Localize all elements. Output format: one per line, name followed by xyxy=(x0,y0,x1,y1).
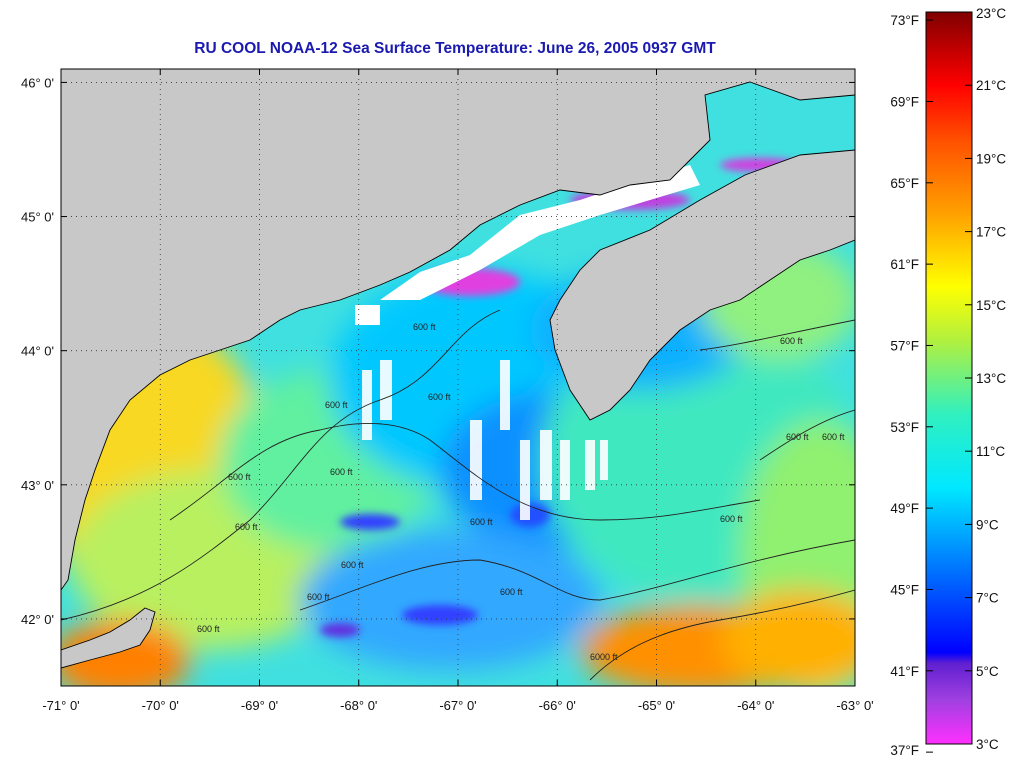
lon-tick-label-6: -65° 0' xyxy=(638,698,675,713)
contour-label-2: 600 ft xyxy=(325,400,348,410)
contour-label-4: 600 ft xyxy=(228,472,251,482)
cbar-f-label-2: 65°F xyxy=(890,176,919,191)
lon-tick-label-8: -63° 0' xyxy=(836,698,873,713)
cbar-c-label-6: 11°C xyxy=(976,444,1005,459)
cbar-c-label-7: 9°C xyxy=(976,517,999,532)
cbar-f-label-8: 41°F xyxy=(890,664,919,679)
colorbar-celsius-labels: 23°C 21°C 19°C 17°C 15°C 13°C 11°C 9°C 7°C 5°C 3°C xyxy=(965,6,1006,752)
lon-ticks: -71° 0' -70° 0' -69° 0' -68° 0' -67° 0' -66° … xyxy=(42,69,874,713)
lat-tick-label-0: 46° 0' xyxy=(21,75,54,90)
contour-labels: 600 ft 600 ft 600 ft 600 ft 600 ft 600 f… xyxy=(197,322,845,662)
lat-tick-label-1: 45° 0' xyxy=(21,210,54,225)
cbar-f-label-1: 69°F xyxy=(890,94,919,109)
contour-label-6: 600 ft xyxy=(330,467,353,477)
colorbar-fahrenheit-labels: 73°F 69°F 65°F 61°F 57°F 53°F 49°F 45°F 41°F 37°F xyxy=(890,13,933,758)
lon-tick-label-3: -68° 0' xyxy=(340,698,377,713)
cbar-c-label-4: 15°C xyxy=(976,298,1006,313)
land-nova-scotia xyxy=(549,149,855,421)
cbar-f-label-9: 37°F xyxy=(890,743,919,758)
bathymetry-contours xyxy=(61,309,855,681)
lon-tick-label-2: -69° 0' xyxy=(241,698,278,713)
lat-tick-label-3: 43° 0' xyxy=(21,478,54,493)
lat-tick-label-4: 42° 0' xyxy=(21,612,54,627)
contour-label-3: 600 ft xyxy=(428,392,451,402)
contour-label-11: 600 ft xyxy=(720,514,743,524)
cbar-c-label-0: 23°C xyxy=(976,6,1006,21)
map-panel: 600 ft 600 ft 600 ft 600 ft 600 ft 600 f… xyxy=(61,69,855,686)
cbar-c-label-5: 13°C xyxy=(976,371,1006,386)
lat-ticks: 46° 0' 45° 0' 44° 0' 43° 0' 42° 0' xyxy=(21,75,855,627)
lon-tick-label-0: -71° 0' xyxy=(42,698,79,713)
cbar-c-label-2: 19°C xyxy=(976,151,1006,166)
lon-tick-label-1: -70° 0' xyxy=(142,698,179,713)
contour-label-13: 600 ft xyxy=(780,336,803,346)
contour-label-10: 600 ft xyxy=(470,517,493,527)
lat-tick-label-2: 44° 0' xyxy=(21,344,54,359)
cbar-f-label-3: 61°F xyxy=(890,257,919,272)
cbar-f-label-6: 49°F xyxy=(890,501,919,516)
land-cape-cod xyxy=(61,607,156,669)
cbar-f-label-4: 57°F xyxy=(890,338,919,353)
contour-label-7: 600 ft xyxy=(341,560,364,570)
map-title: RU COOL NOAA-12 Sea Surface Temperature:… xyxy=(194,40,716,57)
cbar-f-label-5: 53°F xyxy=(890,420,919,435)
lon-tick-label-5: -66° 0' xyxy=(539,698,576,713)
contour-label-1: 600 ft xyxy=(413,322,436,332)
cbar-c-label-1: 21°C xyxy=(976,78,1006,93)
lon-tick-label-7: -64° 0' xyxy=(737,698,774,713)
colorbar: 73°F 69°F 65°F 61°F 57°F 53°F 49°F 45°F 41°F 37°F… xyxy=(890,6,1006,758)
contour-label-5: 600 ft xyxy=(235,522,258,532)
contour-label-16: 6000 ft xyxy=(590,652,618,662)
cbar-f-label-0: 73°F xyxy=(890,13,919,28)
contour-label-15: 600 ft xyxy=(822,432,845,442)
contour-label-8: 600 ft xyxy=(307,592,330,602)
cbar-c-label-8: 7°C xyxy=(976,591,999,606)
contour-label-14: 600 ft xyxy=(786,432,809,442)
contour-label-12: 600 ft xyxy=(500,587,523,597)
colorbar-scale xyxy=(925,11,973,745)
cbar-c-label-3: 17°C xyxy=(976,225,1006,240)
cbar-c-label-9: 5°C xyxy=(976,664,999,679)
contour-label-9: 600 ft xyxy=(197,624,220,634)
lon-tick-label-4: -67° 0' xyxy=(439,698,476,713)
cbar-f-label-7: 45°F xyxy=(890,582,919,597)
cbar-c-label-10: 3°C xyxy=(976,737,999,752)
